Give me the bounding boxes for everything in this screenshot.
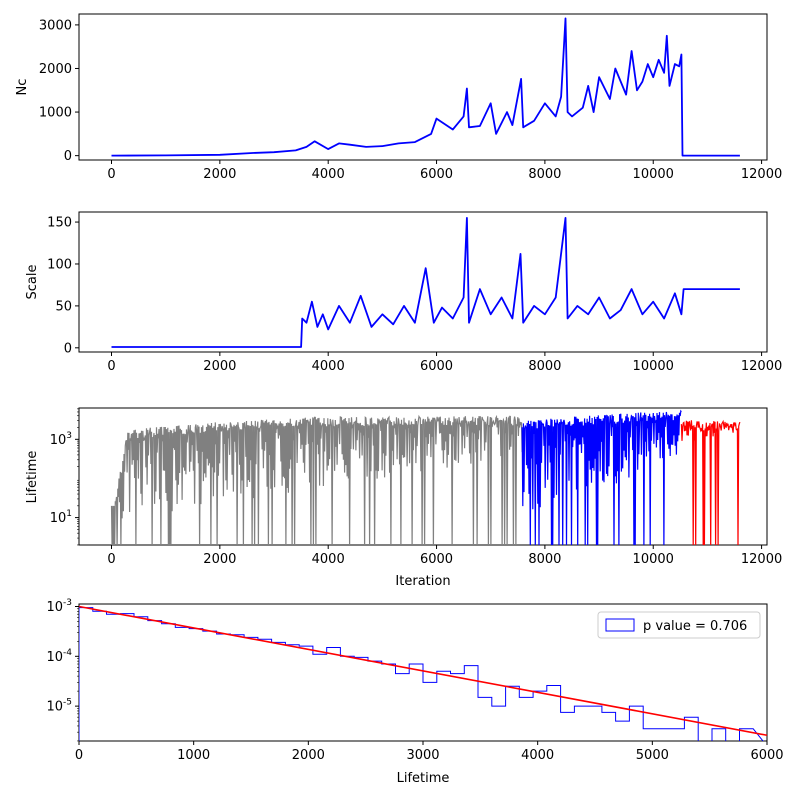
- x-tick-label: 0: [107, 167, 115, 182]
- x-tick-label: 8000: [528, 167, 561, 182]
- y-tick-label: 101: [50, 509, 72, 526]
- panel-scale: 0 2000 4000 6000 8000 10000 12000 0 50 100 150 Sca…: [25, 211, 782, 374]
- y-tick-label: 103: [50, 431, 72, 448]
- x-tick-label: 4000: [521, 748, 554, 763]
- y-tick-label: 10-4: [46, 648, 72, 665]
- panel-lifetime: 0 2000 4000 6000 8000 10000 12000 101 103 Lifeti…: [25, 407, 782, 589]
- x-tick-label: 10000: [633, 552, 674, 567]
- panel-nc: 0 2000 4000 6000 8000 10000 12000 0 1000 2000 3000…: [15, 13, 782, 182]
- y-tick-label: 0: [64, 341, 72, 356]
- series-line: [111, 217, 740, 348]
- fit-line: [79, 605, 767, 737]
- y-tick-label: 2000: [39, 62, 72, 77]
- x-tick-label: 12000: [741, 167, 782, 182]
- y-tick-label: 1000: [39, 106, 72, 121]
- x-tick-label: 2000: [203, 552, 236, 567]
- x-tick-label: 4000: [312, 552, 345, 567]
- y-tick-label: 3000: [39, 18, 72, 33]
- x-tick-label: 2000: [203, 359, 236, 374]
- x-tick-label: 5000: [636, 748, 669, 763]
- panel-scale-ylabel: Scale: [25, 265, 40, 300]
- series-line: [110, 414, 523, 545]
- x-tick-label: 0: [75, 748, 83, 763]
- series-line: [111, 17, 740, 157]
- x-tick-label: 6000: [420, 359, 453, 374]
- y-tick-label: 100: [47, 257, 72, 272]
- panel-nc-ylabel: Nc: [15, 79, 30, 96]
- x-tick-label: 8000: [528, 552, 561, 567]
- panel-lifetime-ylabel: Lifetime: [25, 451, 40, 504]
- panel-lifetime-xlabel: Iteration: [395, 574, 450, 589]
- x-tick-label: 12000: [741, 359, 782, 374]
- panel-nc-frame: [78, 13, 768, 161]
- legend-swatch: [605, 618, 635, 632]
- x-tick-label: 0: [107, 359, 115, 374]
- y-tick-label: 150: [47, 216, 72, 231]
- x-tick-label: 4000: [312, 167, 345, 182]
- x-tick-label: 6000: [420, 167, 453, 182]
- y-tick-label: 0: [64, 149, 72, 164]
- x-tick-label: 10000: [633, 359, 674, 374]
- x-tick-label: 3000: [406, 748, 439, 763]
- x-tick-label: 2000: [292, 748, 325, 763]
- y-tick-label: 10-5: [46, 698, 72, 715]
- x-tick-label: 2000: [203, 167, 236, 182]
- y-tick-label: 50: [55, 299, 72, 314]
- x-tick-label: 1000: [177, 748, 210, 763]
- legend-label: p value = 0.706: [643, 619, 747, 634]
- x-tick-label: 8000: [528, 359, 561, 374]
- x-tick-label: 4000: [312, 359, 345, 374]
- series-line: [680, 419, 741, 545]
- panel-lifetime-frame: [78, 407, 768, 546]
- legend: p value = 0.706: [597, 611, 761, 639]
- panel-histogram-xlabel: Lifetime: [397, 771, 450, 786]
- x-tick-label: 12000: [741, 552, 782, 567]
- x-tick-label: 6000: [420, 552, 453, 567]
- x-tick-label: 10000: [633, 167, 674, 182]
- x-tick-label: 6000: [750, 748, 783, 763]
- y-tick-label: 10-3: [46, 598, 72, 615]
- series-line: [521, 409, 682, 545]
- panel-histogram: 0 1000 2000 3000 4000 5000 6000 10-5 10-4 10-3 Li…: [46, 598, 783, 786]
- legend-box: [597, 611, 761, 639]
- panel-scale-frame: [78, 211, 768, 353]
- x-tick-label: 0: [107, 552, 115, 567]
